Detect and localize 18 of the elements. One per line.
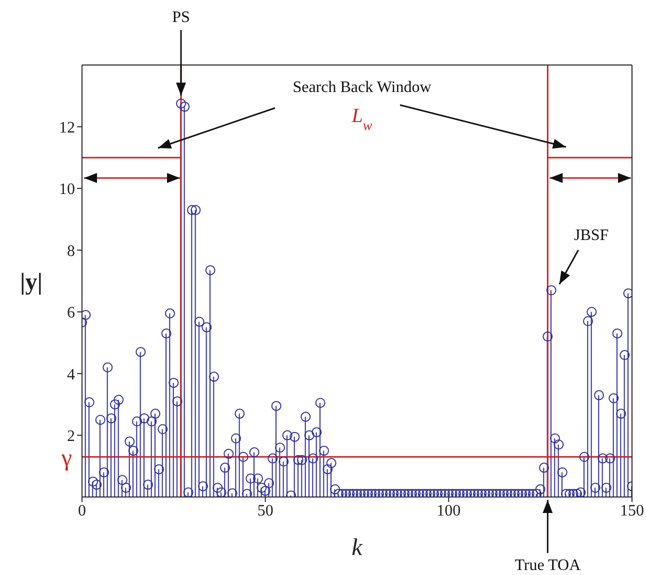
- annotation: Search Back Window: [292, 79, 432, 96]
- y-tick-label: 10: [59, 181, 75, 198]
- y-tick-label: 8: [67, 242, 75, 260]
- y-tick-label: 12: [59, 119, 75, 136]
- x-tick-label: 0: [78, 502, 86, 520]
- annotation: PS: [172, 9, 190, 26]
- x-tick-label: 50: [257, 502, 274, 520]
- y-tick-label: 2: [67, 428, 75, 445]
- y-tick-label: 6: [67, 304, 75, 322]
- annotation: L$_{w}$: [350, 105, 373, 134]
- text: True TOA: [514, 557, 582, 574]
- annotation: JBSF: [574, 227, 609, 244]
- ref-line-label: γ: [60, 445, 72, 472]
- y-tick-label: 4: [67, 366, 75, 384]
- x-axis-title: k: [352, 535, 363, 561]
- y-axis-title: |y|: [20, 270, 43, 296]
- x-tick-label: 150: [620, 502, 644, 520]
- x-tick-label: 100: [436, 502, 461, 520]
